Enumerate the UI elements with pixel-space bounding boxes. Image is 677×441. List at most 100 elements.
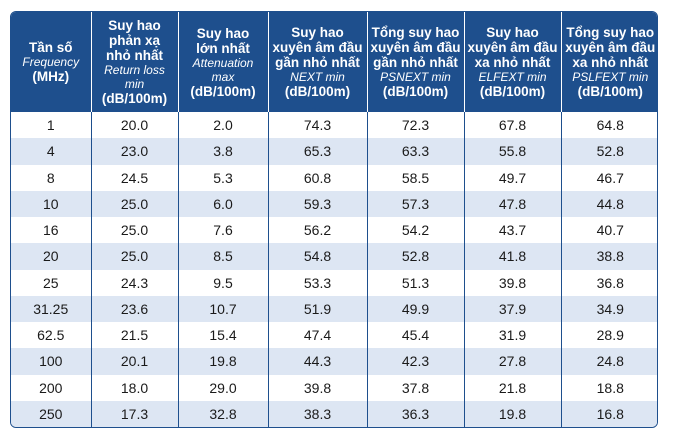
header-title-line: Suy hao xyxy=(291,25,344,40)
value-cell: 39.8 xyxy=(463,269,561,296)
header-subtitle: NEXT min xyxy=(290,70,345,84)
value-cell: 8.5 xyxy=(177,243,268,270)
value-cell: 31.9 xyxy=(463,322,561,349)
header-title-line: gần nhỏ nhất xyxy=(275,55,360,70)
value-cell: 25.0 xyxy=(90,243,178,270)
value-cell: 40.7 xyxy=(560,217,657,244)
value-cell: 63.3 xyxy=(366,138,464,165)
value-cell: 23.0 xyxy=(90,138,178,165)
frequency-cell: 25 xyxy=(11,269,91,296)
value-cell: 34.9 xyxy=(560,295,657,322)
value-cell: 49.9 xyxy=(366,295,464,322)
header-subtitle: Return loss min xyxy=(104,63,165,91)
value-cell: 36.8 xyxy=(560,269,657,296)
header-title-line: Suy hao xyxy=(196,25,250,41)
header-subtitle: PSLFEXT min xyxy=(572,70,649,84)
header-title-line: lớn nhất xyxy=(196,40,250,56)
column-header-1: Suy hao phản xạ nhỏ nhất Return loss min (dB… xyxy=(90,12,178,112)
table-row: 4 23.0 3.8 65.3 63.3 55.8 52.8 xyxy=(11,138,657,165)
header-title-line: Suy hao xyxy=(108,18,161,33)
value-cell: 54.2 xyxy=(366,217,464,244)
value-cell: 18.8 xyxy=(560,374,657,401)
value-cell: 64.8 xyxy=(560,112,657,139)
value-cell: 46.7 xyxy=(560,164,657,191)
column-header-6: Tổng suy hao xuyên âm đầu xa nhỏ nhất PSLFE… xyxy=(560,12,657,112)
header-subtitle: Frequency xyxy=(22,55,80,69)
column-header-0: Tần số Frequency (MHz) xyxy=(11,12,91,112)
value-cell: 39.8 xyxy=(267,374,367,401)
value-cell: 65.3 xyxy=(267,138,367,165)
value-cell: 58.5 xyxy=(366,164,464,191)
value-cell: 67.8 xyxy=(463,112,561,139)
header-title-line: Tổng suy hao xyxy=(371,25,460,40)
value-cell: 7.6 xyxy=(177,217,268,244)
value-cell: 16.8 xyxy=(560,400,657,427)
header-subtitle: PSNEXT min xyxy=(380,70,451,84)
column-header-2: Suy hao lớn nhất Attenuation max (dB/100m) xyxy=(177,12,268,112)
header-title-line: xa nhỏ nhất xyxy=(572,55,649,70)
value-cell: 36.3 xyxy=(366,400,464,427)
header-title-line: Tần số xyxy=(28,40,73,55)
value-cell: 42.3 xyxy=(366,348,464,375)
value-cell: 44.3 xyxy=(267,348,367,375)
value-cell: 41.8 xyxy=(463,243,561,270)
frequency-cell: 20 xyxy=(11,243,91,270)
frequency-cell: 8 xyxy=(11,164,91,191)
value-cell: 2.0 xyxy=(177,112,268,139)
value-cell: 24.3 xyxy=(90,269,178,296)
value-cell: 45.4 xyxy=(366,322,464,349)
value-cell: 44.8 xyxy=(560,190,657,217)
header-unit: (dB/100m) xyxy=(382,84,449,99)
value-cell: 18.0 xyxy=(90,374,178,401)
column-header-3: Suy hao xuyên âm đầu gần nhỏ nhất NEXT min(… xyxy=(267,12,367,112)
header-title-line: Tổng suy hao xyxy=(566,25,655,40)
value-cell: 56.2 xyxy=(267,217,367,244)
value-cell: 52.8 xyxy=(560,138,657,165)
frequency-cell: 16 xyxy=(11,217,91,244)
value-cell: 47.4 xyxy=(267,322,367,349)
header-title-line: gần nhỏ nhất xyxy=(373,55,458,70)
header-unit: (dB/100m) xyxy=(577,84,643,99)
table-row: 25 24.3 9.5 53.3 51.3 39.8 36.8 xyxy=(11,269,657,296)
header-unit: (dB/100m) xyxy=(101,91,168,106)
frequency-cell: 62.5 xyxy=(11,322,91,349)
value-cell: 9.5 xyxy=(177,269,268,296)
header-unit: (dB/100m) xyxy=(190,83,256,99)
column-header-5: Suy hao xuyên âm đầu xa nhỏ nhất ELFEXT min… xyxy=(463,12,561,112)
header-title-line: xuyên âm đầu xyxy=(467,40,558,55)
frequency-cell: 10 xyxy=(11,190,91,217)
value-cell: 24.5 xyxy=(90,164,178,191)
value-cell: 17.3 xyxy=(90,400,178,427)
column-header-4: Tổng suy hao xuyên âm đầu gần nhỏ nhất PSNE… xyxy=(366,12,464,112)
value-cell: 29.0 xyxy=(177,374,268,401)
value-cell: 52.8 xyxy=(366,243,464,270)
table-row: 62.5 21.5 15.4 47.4 45.4 31.9 28.9 xyxy=(11,322,657,349)
table-row: 10 25.0 6.0 59.3 57.3 47.8 44.8 xyxy=(11,190,657,217)
value-cell: 6.0 xyxy=(177,190,268,217)
header-subtitle: Attenuation max xyxy=(192,55,254,84)
value-cell: 47.8 xyxy=(463,190,561,217)
table-header: Tần số Frequency (MHz) Suy hao phản xạ nhỏ nh… xyxy=(11,12,657,112)
frequency-cell: 250 xyxy=(11,400,91,427)
value-cell: 20.0 xyxy=(90,112,178,139)
header-title-line: xa nhỏ nhất xyxy=(474,55,551,70)
frequency-cell: 4 xyxy=(11,138,91,165)
value-cell: 57.3 xyxy=(366,190,464,217)
frequency-cell: 1 xyxy=(11,112,91,139)
value-cell: 72.3 xyxy=(366,112,464,139)
table-row: 250 17.3 32.8 38.3 36.3 19.8 16.8 xyxy=(11,400,657,427)
value-cell: 21.8 xyxy=(463,374,561,401)
value-cell: 53.3 xyxy=(267,269,367,296)
value-cell: 37.8 xyxy=(366,374,464,401)
value-cell: 24.8 xyxy=(560,348,657,375)
value-cell: 55.8 xyxy=(463,138,561,165)
value-cell: 3.8 xyxy=(177,138,268,165)
value-cell: 59.3 xyxy=(267,190,367,217)
frequency-cell: 31.25 xyxy=(11,295,91,322)
value-cell: 38.8 xyxy=(560,243,657,270)
value-cell: 49.7 xyxy=(463,164,561,191)
value-cell: 74.3 xyxy=(267,112,367,139)
value-cell: 15.4 xyxy=(177,322,268,349)
header-title-line: Suy hao xyxy=(486,25,539,40)
table-row: 1 20.0 2.0 74.3 72.3 67.8 64.8 xyxy=(11,112,657,139)
